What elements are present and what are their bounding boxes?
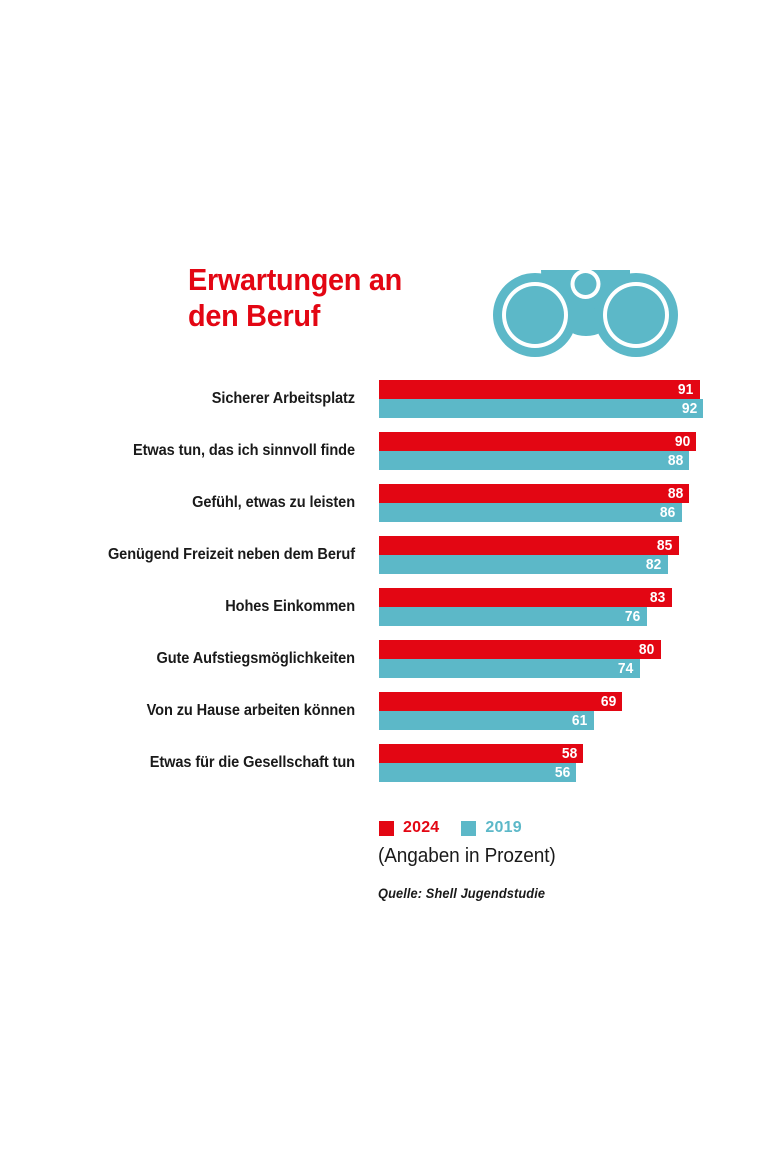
bar-2024[interactable]: 90	[379, 432, 697, 451]
bar-2019[interactable]: 74	[379, 659, 640, 678]
chart-row: Sicherer Arbeitsplatz 91 92	[0, 380, 768, 432]
source-note: Quelle: Shell Jugendstudie	[378, 886, 546, 901]
header: Erwartungen an den Beruf	[60, 262, 700, 362]
bar-2024[interactable]: 88	[379, 484, 690, 503]
bar-2024[interactable]: 80	[379, 640, 661, 659]
bar-2019[interactable]: 82	[379, 555, 669, 574]
bar-value-label: 80	[639, 641, 655, 658]
chart-row-label: Von zu Hause arbeiten können	[146, 702, 355, 719]
legend-swatch-icon-2019	[461, 820, 477, 836]
bar-value-label: 91	[677, 381, 694, 398]
bar-value-label: 88	[667, 485, 683, 502]
bar-value-label: 69	[600, 693, 616, 710]
chart-row: Genügend Freizeit neben dem Beruf 85 82	[0, 536, 768, 588]
chart-row-label: Sicherer Arbeitsplatz	[211, 390, 355, 407]
units-note: (Angaben in Prozent)	[378, 845, 556, 867]
chart-row-bars: 85 82	[379, 536, 768, 574]
chart-row: Gefühl, etwas zu leisten 88 86	[0, 484, 768, 536]
binoculars-icon	[493, 258, 678, 358]
bar-value-label: 83	[649, 589, 666, 606]
chart-row-label: Etwas tun, das ich sinnvoll finde	[133, 442, 355, 459]
bar-value-label: 82	[646, 556, 662, 573]
bar-value-label: 88	[667, 452, 683, 469]
chart-row: Hohes Einkommen 83 76	[0, 588, 768, 640]
chart-row-label: Gefühl, etwas zu leisten	[192, 494, 355, 511]
bar-chart: Sicherer Arbeitsplatz 91 92 Etwas tun, das …	[0, 380, 768, 796]
chart-row-label: Etwas für die Gesellschaft tun	[149, 754, 355, 771]
bar-2024[interactable]: 83	[379, 588, 672, 607]
chart-row-label: Genügend Freizeit neben dem Beruf	[107, 546, 355, 563]
legend-swatch-icon-2024	[379, 820, 394, 836]
bar-value-label: 90	[674, 433, 690, 450]
chart-legend: 2024 2019	[379, 818, 544, 838]
bar-2019[interactable]: 86	[379, 503, 683, 522]
legend-label-2024: 2024	[403, 819, 440, 836]
chart-row-bars: 88 86	[379, 484, 768, 522]
bar-2019[interactable]: 88	[379, 451, 690, 470]
bar-2024[interactable]: 58	[379, 744, 584, 763]
bar-value-label: 58	[561, 745, 577, 762]
bar-value-label: 92	[681, 400, 697, 417]
chart-row-bars: 80 74	[379, 640, 768, 678]
chart-row: Etwas tun, das ich sinnvoll finde 90 88	[0, 432, 768, 484]
chart-row: Von zu Hause arbeiten können 69 61	[0, 692, 768, 744]
bar-value-label: 56	[554, 764, 570, 781]
chart-row-bars: 83 76	[379, 588, 768, 626]
chart-row-label: Gute Aufstiegsmöglichkeiten	[156, 650, 355, 667]
bar-value-label: 86	[660, 504, 676, 521]
bar-value-label: 74	[618, 660, 634, 677]
chart-row: Gute Aufstiegsmöglichkeiten 80 74	[0, 640, 768, 692]
chart-row: Etwas für die Gesellschaft tun 58 56	[0, 744, 768, 796]
bar-value-label: 61	[572, 712, 588, 729]
bar-2024[interactable]: 69	[379, 692, 623, 711]
chart-row-label: Hohes Einkommen	[225, 598, 355, 615]
chart-row-bars: 58 56	[379, 744, 768, 782]
bar-2019[interactable]: 76	[379, 607, 647, 626]
legend-item-2024[interactable]: 2024	[379, 819, 439, 837]
bar-value-label: 76	[625, 608, 641, 625]
legend-label-2019: 2019	[485, 819, 522, 836]
bar-2024[interactable]: 91	[379, 380, 700, 399]
bar-value-label: 85	[656, 537, 673, 554]
bar-2019[interactable]: 56	[379, 763, 577, 782]
chart-row-bars: 91 92	[379, 380, 768, 418]
legend-item-2019[interactable]: 2019	[461, 819, 522, 837]
page-title: Erwartungen an den Beruf	[188, 262, 402, 333]
bar-2019[interactable]: 92	[379, 399, 704, 418]
chart-row-bars: 69 61	[379, 692, 768, 730]
chart-row-bars: 90 88	[379, 432, 768, 470]
bar-2019[interactable]: 61	[379, 711, 595, 730]
bar-2024[interactable]: 85	[379, 536, 679, 555]
